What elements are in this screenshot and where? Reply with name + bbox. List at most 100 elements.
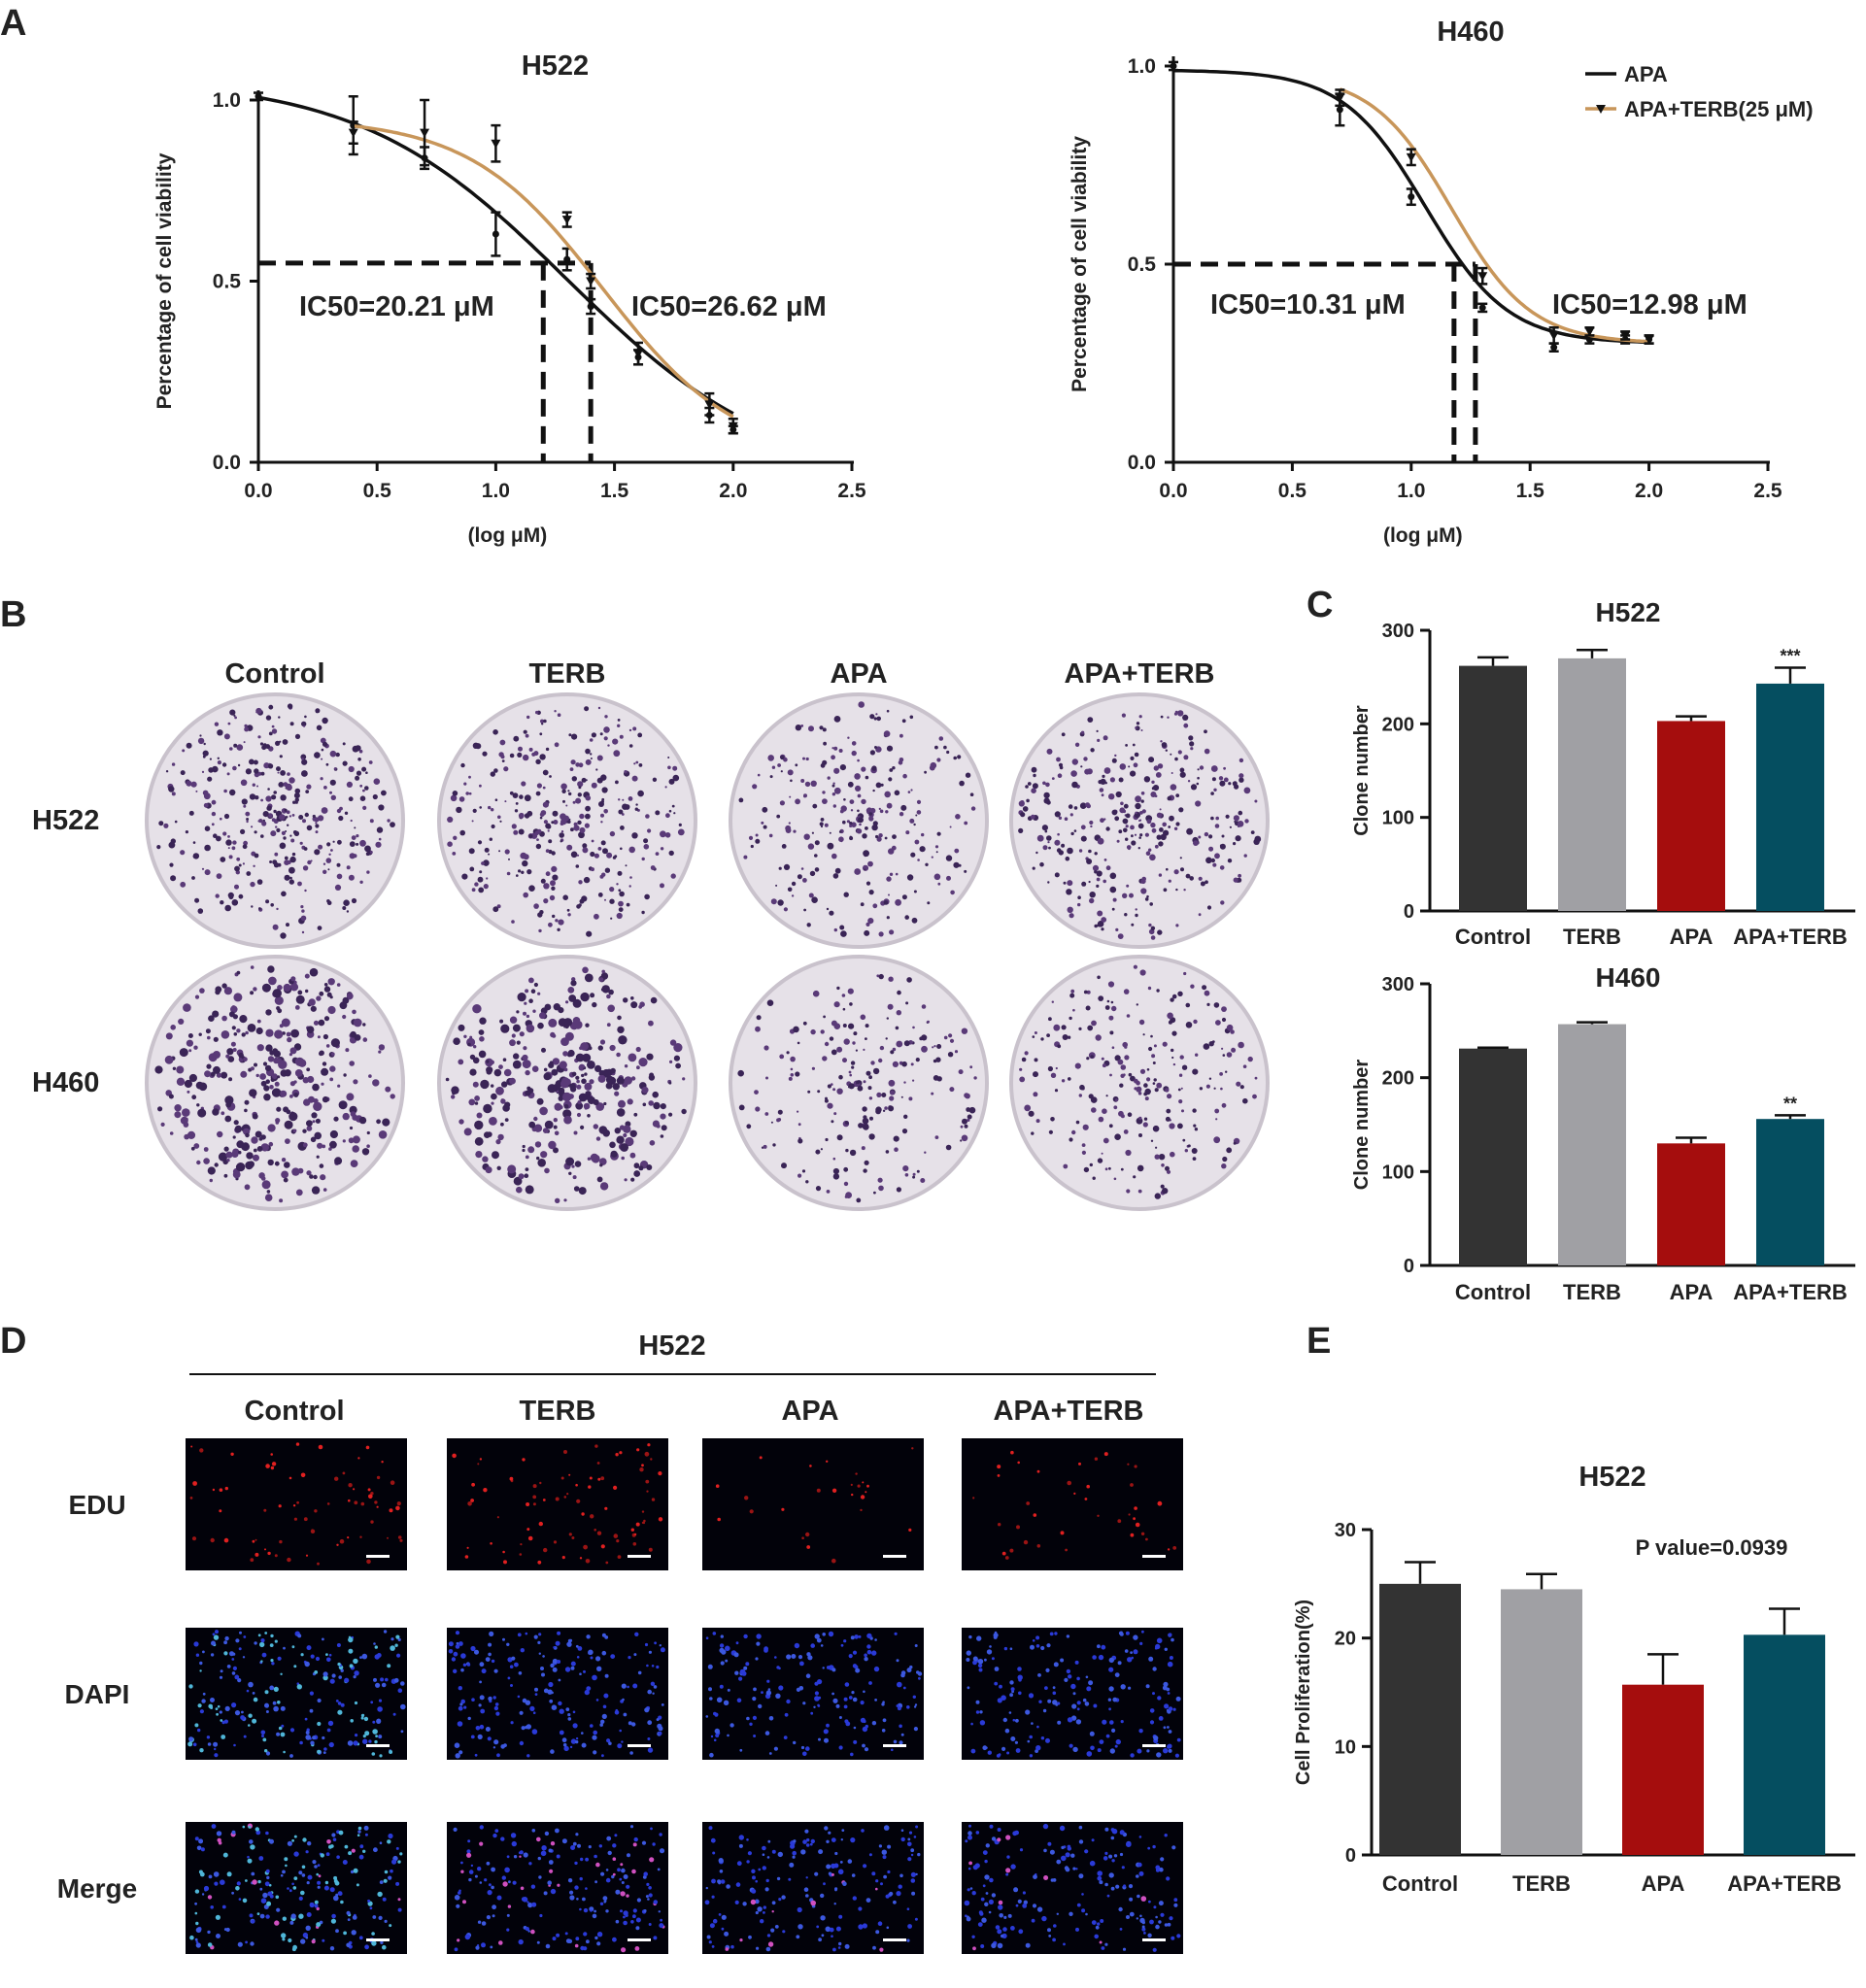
colony: [1154, 1154, 1160, 1160]
dapi-nucleus: [621, 1683, 627, 1689]
colony: [535, 758, 541, 764]
colony: [570, 980, 577, 987]
colony: [1223, 766, 1226, 770]
dapi-nucleus: [1108, 1686, 1114, 1692]
dapi-nucleus: [1170, 1936, 1175, 1940]
dapi-nucleus: [874, 1699, 877, 1702]
dapi-nucleus: [1066, 1634, 1070, 1638]
colony: [1124, 913, 1128, 917]
y-tick-label: 0: [1404, 1256, 1414, 1277]
dapi-nucleus: [1111, 1859, 1115, 1863]
colony: [337, 839, 342, 845]
edu-nucleus: [997, 1465, 1001, 1469]
colony: [323, 983, 328, 987]
dapi-nucleus: [1140, 1896, 1147, 1902]
colony: [569, 1083, 576, 1090]
colony: [500, 1098, 506, 1104]
dapi-nucleus: [858, 1924, 864, 1930]
colony: [649, 1140, 656, 1146]
dapi-nucleus: [548, 1848, 553, 1853]
colony: [316, 995, 322, 1001]
data-point-circle: [1478, 304, 1486, 312]
colony: [211, 799, 217, 805]
colony: [843, 892, 849, 897]
colony: [174, 1111, 182, 1119]
dapi-nucleus: [493, 1668, 498, 1673]
dapi-nucleus: [201, 1699, 206, 1703]
dapi-nucleus: [260, 1730, 266, 1735]
colony: [603, 726, 610, 733]
dapi-nucleus: [337, 1709, 343, 1715]
dapi-nucleus: [648, 1650, 653, 1654]
dapi-nucleus: [828, 1871, 832, 1875]
colony: [346, 781, 353, 789]
dapi-nucleus: [1137, 1862, 1142, 1868]
colony: [1094, 924, 1098, 928]
colony: [585, 748, 591, 755]
colony: [833, 1001, 840, 1008]
dapi-nucleus: [1031, 1918, 1035, 1923]
dapi-nucleus: [803, 1887, 809, 1892]
dapi-nucleus: [332, 1837, 337, 1841]
scale-bar: [366, 1744, 390, 1747]
colony: [319, 991, 324, 996]
colony: [356, 770, 362, 776]
dapi-nucleus: [835, 1926, 841, 1932]
colony: [579, 813, 585, 820]
colony: [1110, 1000, 1114, 1004]
colony: [263, 1094, 271, 1101]
dapi-nucleus: [371, 1940, 377, 1946]
dapi-nucleus: [1168, 1748, 1172, 1753]
colony: [223, 733, 230, 740]
colony: [567, 1049, 575, 1058]
colony: [342, 996, 350, 1004]
colony: [265, 1028, 274, 1037]
colony: [1057, 1044, 1062, 1049]
colony: [495, 1086, 504, 1095]
dapi-nucleus: [305, 1735, 312, 1740]
colony: [861, 1146, 865, 1151]
colony: [838, 830, 842, 833]
colony: [1050, 1117, 1055, 1122]
dapi-nucleus: [844, 1943, 850, 1949]
dapi-nucleus: [631, 1722, 636, 1727]
colony: [619, 734, 624, 739]
dapi-nucleus: [325, 1852, 330, 1857]
dapi-nucleus: [1138, 1872, 1142, 1875]
colony: [231, 899, 239, 906]
dapi-nucleus: [457, 1938, 460, 1942]
dapi-nucleus: [1078, 1873, 1084, 1879]
dapi-nucleus: [323, 1747, 327, 1751]
colony: [279, 1024, 284, 1028]
dapi-nucleus: [305, 1925, 311, 1932]
edu-nucleus: [496, 1516, 499, 1519]
edu-nucleus: [365, 1445, 370, 1450]
colony: [596, 755, 603, 761]
dapi-nucleus: [292, 1886, 297, 1890]
colony: [849, 1073, 852, 1077]
colony: [1173, 712, 1178, 716]
colony: [628, 796, 633, 801]
dapi-nucleus: [370, 1701, 374, 1704]
colony: [1222, 1054, 1226, 1057]
colony: [508, 1165, 515, 1172]
edu-nucleus: [263, 1508, 267, 1512]
colony: [934, 1135, 939, 1139]
dapi-nucleus: [1110, 1836, 1115, 1840]
colony: [522, 859, 528, 867]
dapi-nucleus: [831, 1935, 833, 1937]
dapi-nucleus: [833, 1863, 839, 1869]
colony: [551, 821, 555, 825]
dapi-nucleus: [195, 1942, 201, 1948]
colony: [306, 1126, 313, 1131]
colony: [614, 1128, 621, 1134]
colony: [1085, 802, 1091, 808]
dapi-nucleus: [305, 1936, 309, 1939]
dapi-nucleus: [967, 1867, 971, 1870]
dapi-nucleus: [331, 1673, 336, 1678]
colony: [325, 762, 329, 766]
colony: [1087, 1025, 1094, 1031]
dapi-nucleus: [848, 1654, 853, 1659]
dapi-nucleus: [396, 1653, 401, 1658]
